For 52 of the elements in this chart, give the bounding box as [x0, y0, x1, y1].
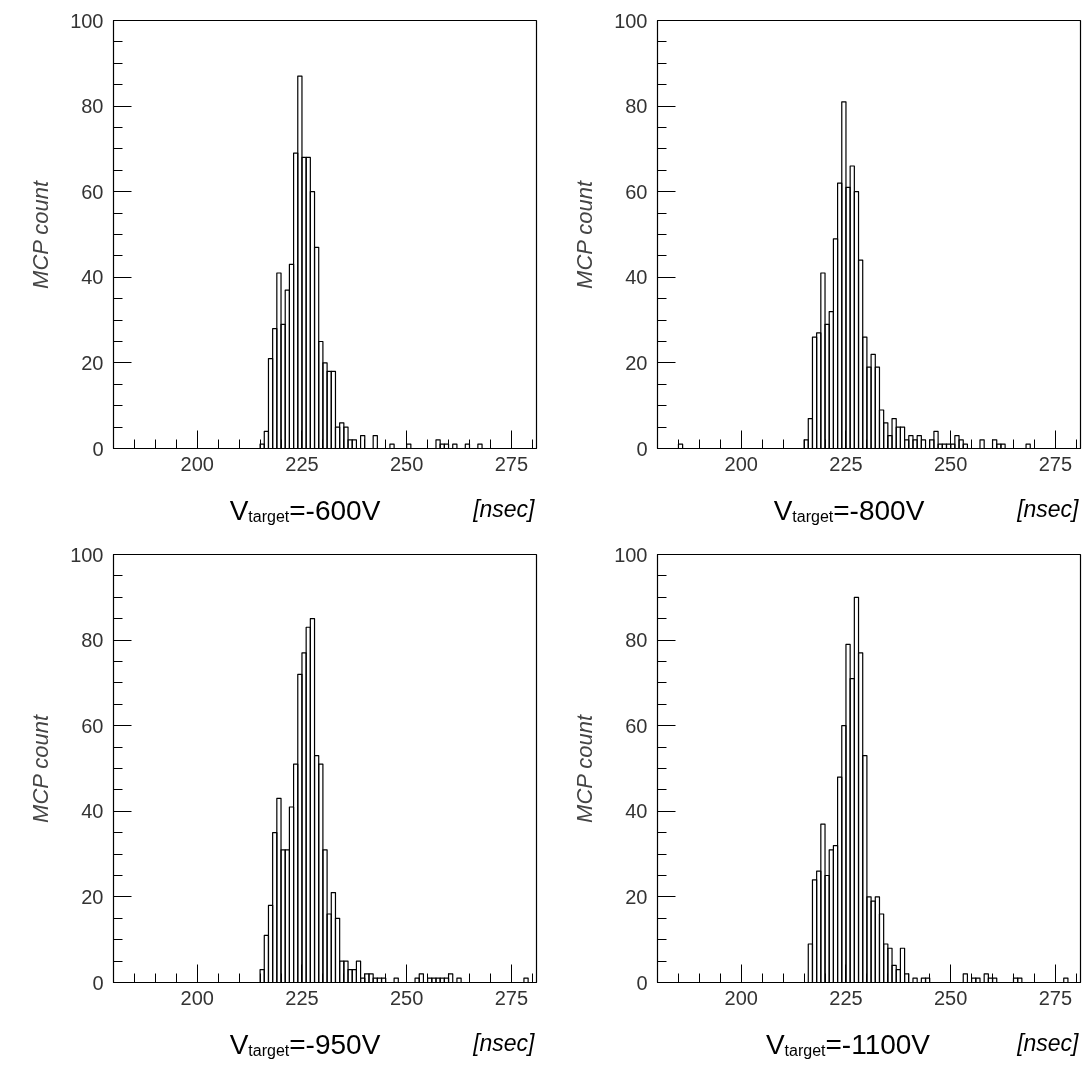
y-tick-label: 80 [81, 629, 104, 652]
x-axis-title: Vtarget=-1100V [765, 1029, 931, 1060]
x-tick-label: 275 [1038, 986, 1073, 1009]
x-tick-label: 275 [494, 452, 529, 475]
y-tick-label: 20 [81, 351, 104, 374]
x-tick-label: 200 [724, 986, 758, 1009]
y-tick-label: 40 [81, 800, 104, 823]
x-axis-title: Vtarget=-950V [229, 1029, 381, 1060]
x-tick-label: 275 [494, 986, 529, 1009]
y-tick-label: 0 [92, 437, 104, 460]
y-tick-label: 80 [625, 95, 648, 118]
y-axis-title: MCP count [28, 180, 54, 289]
y-tick-label: 0 [92, 971, 104, 994]
x-tick-label: 250 [389, 452, 424, 475]
y-tick-label: 60 [81, 180, 104, 203]
y-axis-title: MCP count [28, 714, 54, 823]
y-tick-label: 40 [625, 800, 648, 823]
text: [nsec] [472, 1029, 536, 1056]
x-tick-label: 225 [285, 452, 319, 475]
y-axis-title: MCP count [572, 180, 598, 289]
y-tick-label: 100 [70, 543, 104, 566]
x-tick-label: 250 [933, 452, 968, 475]
y-tick-label: 20 [81, 885, 104, 908]
text: [nsec] [1016, 495, 1080, 522]
text: [nsec] [1016, 1029, 1080, 1056]
y-tick-label: 0 [636, 971, 648, 994]
x-axis-title: Vtarget=-600V [229, 495, 381, 526]
x-tick-label: 200 [724, 452, 758, 475]
x-axis-title: Vtarget=-800V [773, 495, 925, 526]
y-tick-label: 40 [81, 266, 104, 289]
y-tick-label: 0 [636, 437, 648, 460]
y-tick-label: 100 [70, 9, 104, 32]
y-tick-label: 80 [81, 95, 104, 118]
y-tick-label: 100 [614, 9, 648, 32]
x-tick-label: 225 [829, 452, 863, 475]
y-tick-label: 20 [625, 351, 648, 374]
y-tick-label: 60 [625, 180, 648, 203]
x-tick-label: 225 [285, 986, 319, 1009]
text: [nsec] [472, 495, 536, 522]
x-tick-label: 250 [389, 986, 424, 1009]
y-axis-title: MCP count [572, 714, 598, 823]
x-tick-label: 200 [180, 452, 214, 475]
x-tick-label: 250 [933, 986, 968, 1009]
y-tick-label: 100 [614, 543, 648, 566]
x-tick-label: 225 [829, 986, 863, 1009]
y-tick-label: 60 [625, 714, 648, 737]
x-tick-label: 200 [180, 986, 214, 1009]
y-tick-label: 40 [625, 266, 648, 289]
x-tick-label: 275 [1038, 452, 1073, 475]
y-tick-label: 20 [625, 885, 648, 908]
y-tick-label: 80 [625, 629, 648, 652]
y-tick-label: 60 [81, 714, 104, 737]
